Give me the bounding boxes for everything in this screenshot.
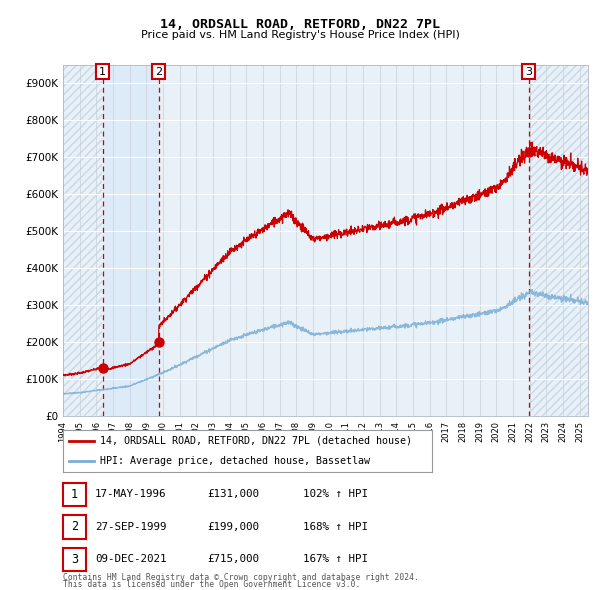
Text: 102% ↑ HPI: 102% ↑ HPI [303, 490, 368, 499]
Text: £715,000: £715,000 [207, 555, 259, 564]
Text: This data is licensed under the Open Government Licence v3.0.: This data is licensed under the Open Gov… [63, 581, 361, 589]
Text: 14, ORDSALL ROAD, RETFORD, DN22 7PL: 14, ORDSALL ROAD, RETFORD, DN22 7PL [160, 18, 440, 31]
Text: 14, ORDSALL ROAD, RETFORD, DN22 7PL (detached house): 14, ORDSALL ROAD, RETFORD, DN22 7PL (det… [100, 436, 412, 446]
Bar [529, 65, 588, 416]
Text: 17-MAY-1996: 17-MAY-1996 [95, 490, 166, 499]
Text: 27-SEP-1999: 27-SEP-1999 [95, 522, 166, 532]
Text: 09-DEC-2021: 09-DEC-2021 [95, 555, 166, 564]
Text: 1: 1 [99, 67, 106, 77]
Text: 3: 3 [525, 67, 532, 77]
Text: 3: 3 [71, 553, 78, 566]
Text: Price paid vs. HM Land Registry's House Price Index (HPI): Price paid vs. HM Land Registry's House … [140, 30, 460, 40]
Text: 2: 2 [155, 67, 162, 77]
Text: 1: 1 [71, 488, 78, 501]
Text: Contains HM Land Registry data © Crown copyright and database right 2024.: Contains HM Land Registry data © Crown c… [63, 573, 419, 582]
Text: £131,000: £131,000 [207, 490, 259, 499]
Text: HPI: Average price, detached house, Bassetlaw: HPI: Average price, detached house, Bass… [100, 457, 370, 466]
Text: £199,000: £199,000 [207, 522, 259, 532]
Bar [63, 65, 103, 416]
Bar [103, 65, 158, 416]
Text: 167% ↑ HPI: 167% ↑ HPI [303, 555, 368, 564]
Text: 2: 2 [71, 520, 78, 533]
Text: 168% ↑ HPI: 168% ↑ HPI [303, 522, 368, 532]
